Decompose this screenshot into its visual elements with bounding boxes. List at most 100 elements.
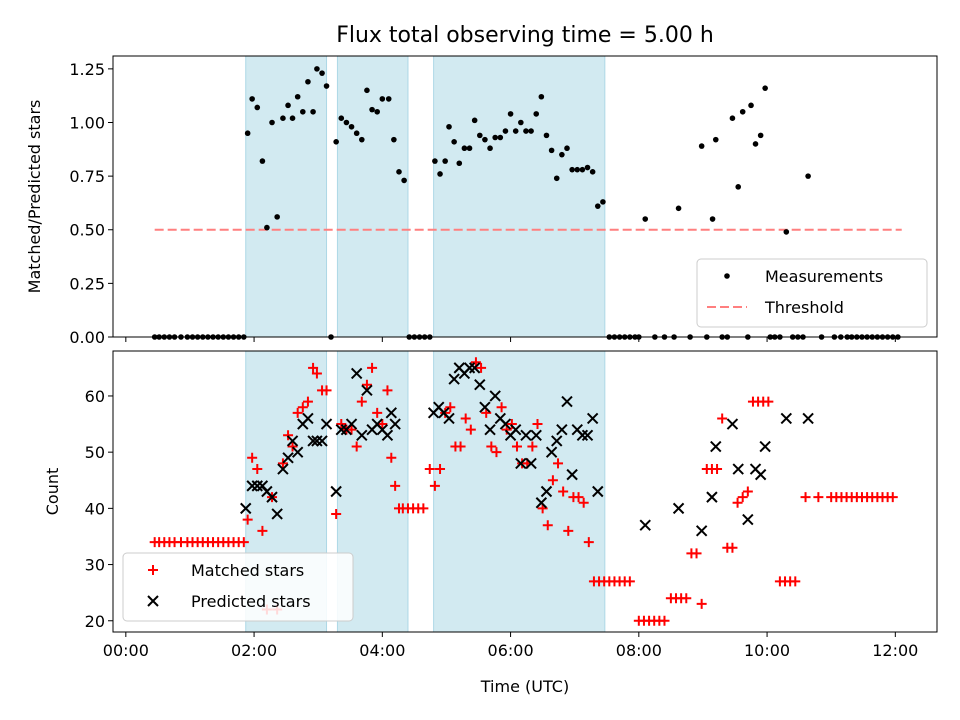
predicted-point	[389, 418, 401, 430]
matched-point	[321, 385, 332, 396]
matched-point	[712, 464, 723, 475]
x-tick-label: 02:00	[231, 641, 277, 660]
measurement-point	[675, 205, 682, 212]
legend-label: Threshold	[764, 298, 844, 317]
legend-label: Measurements	[765, 267, 883, 286]
matched-point	[429, 480, 440, 491]
measurement-point	[333, 139, 339, 145]
matched-point	[302, 396, 313, 407]
measurement-point	[712, 136, 719, 143]
predicted-point	[742, 513, 754, 526]
predicted-point	[576, 429, 589, 442]
measurement-point	[264, 224, 270, 231]
matched-point	[727, 542, 738, 553]
chart-title: Flux total observing time = 5.00 h	[336, 23, 714, 48]
measurement-point	[274, 214, 280, 220]
predicted-point	[463, 362, 476, 374]
measurement-point	[600, 199, 606, 205]
measurement-point	[348, 123, 355, 130]
ratio-panel: 0.00 0.25 0.50 0.75 1.00 1.25 Matched/Predicte…	[25, 55, 938, 347]
measurement-point	[642, 216, 649, 222]
measurement-point	[280, 115, 286, 122]
matched-point	[311, 368, 322, 379]
y-tick-label: 0.25	[69, 274, 105, 293]
matched-point	[563, 525, 574, 536]
legend-box	[696, 258, 928, 328]
matched-point	[496, 402, 507, 413]
predicted-point	[726, 418, 739, 430]
predicted-point	[320, 418, 333, 430]
measurement-point	[396, 169, 402, 175]
x-tick-label: 04:00	[359, 641, 405, 660]
measurement-point	[698, 143, 705, 149]
predicted-point	[586, 412, 599, 425]
matched-point	[292, 407, 303, 418]
legend-label: Predicted stars	[191, 592, 311, 611]
measurement-point	[748, 102, 754, 109]
predicted-point	[556, 423, 568, 436]
shaded-interval	[336, 55, 409, 338]
measurement-point	[285, 102, 291, 109]
predicted-point	[316, 435, 328, 447]
measurement-point	[559, 151, 565, 158]
matched-point	[247, 452, 258, 463]
measurement-point	[338, 115, 345, 122]
measurement-point	[305, 78, 311, 85]
predicted-point	[291, 446, 304, 458]
measurement-point	[364, 87, 370, 94]
measurement-point	[752, 141, 759, 147]
predicted-point	[468, 362, 481, 374]
predicted-point	[515, 457, 527, 470]
legend-label: Matched stars	[191, 561, 304, 580]
predicted-point	[330, 485, 342, 498]
measurement-point	[594, 203, 601, 209]
measurement-point	[574, 166, 581, 173]
predicted-point	[672, 502, 685, 515]
matched-point	[691, 548, 702, 559]
measurement-point	[369, 106, 375, 113]
predicted-point	[474, 379, 486, 391]
measurement-point	[310, 108, 316, 115]
measurement-point	[451, 139, 457, 145]
predicted-point	[499, 418, 512, 430]
x-tick-label: 08:00	[616, 641, 662, 660]
predicted-point	[545, 446, 558, 458]
measurement-point	[589, 169, 596, 175]
x-tick-label: 12:00	[872, 641, 918, 660]
measurement-point	[783, 229, 790, 235]
measurement-point	[502, 128, 509, 134]
predicted-point	[345, 418, 358, 430]
shaded-interval	[245, 55, 328, 338]
matched-point	[242, 514, 253, 525]
predicted-point	[489, 390, 501, 402]
matched-point	[336, 419, 347, 430]
measurement-point	[518, 119, 524, 126]
predicted-point	[484, 423, 496, 436]
matched-point	[377, 419, 388, 430]
matched-point	[742, 486, 753, 497]
measurement-point	[757, 132, 764, 139]
y-tick-label: 0.75	[69, 167, 105, 186]
measurement-point	[497, 134, 504, 141]
matched-point	[573, 492, 584, 503]
matched-point	[790, 576, 801, 587]
matched-point	[331, 508, 342, 519]
measurement-point	[512, 128, 519, 134]
count-panel: 20 30 40 50 60 00:00 02:00 04:00 06:00 08:00 10:00…	[43, 350, 938, 696]
measurement-point	[401, 177, 407, 184]
matched-point	[506, 419, 517, 430]
measurement-point	[461, 145, 468, 152]
measurement-point	[569, 166, 575, 173]
matched-point	[800, 492, 811, 503]
matched-point	[346, 424, 357, 435]
series-x	[240, 362, 814, 537]
y-tick-label: 30	[85, 556, 105, 575]
measurement-point	[533, 111, 540, 117]
matched-point	[277, 458, 288, 469]
predicted-point	[448, 373, 460, 385]
legend-box	[122, 552, 354, 622]
predicted-point	[551, 435, 563, 447]
predicted-point	[282, 452, 294, 464]
matched-point	[763, 396, 774, 407]
matched-point	[361, 379, 372, 390]
